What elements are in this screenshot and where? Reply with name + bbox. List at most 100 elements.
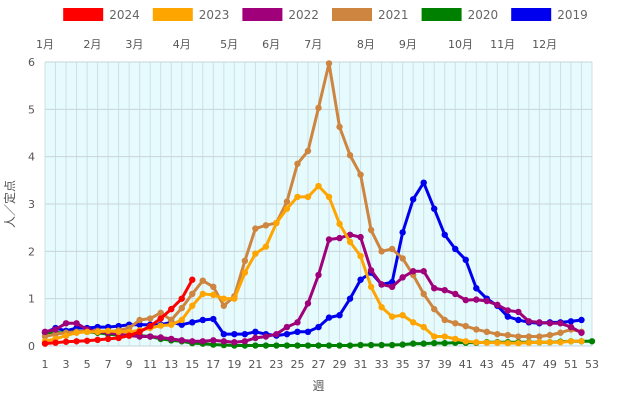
data-point[interactable] [252, 250, 259, 257]
data-point[interactable] [231, 339, 238, 346]
data-point[interactable] [231, 330, 238, 338]
data-point[interactable] [283, 198, 291, 205]
data-point[interactable] [294, 193, 301, 201]
data-point[interactable] [315, 182, 322, 190]
data-point[interactable] [504, 313, 512, 320]
data-point[interactable] [231, 295, 238, 302]
data-point[interactable] [220, 302, 228, 309]
data-point[interactable] [283, 342, 291, 349]
data-point[interactable] [399, 274, 406, 281]
data-point[interactable] [178, 295, 185, 302]
data-point[interactable] [388, 313, 396, 320]
data-point[interactable] [525, 339, 533, 346]
data-point[interactable] [136, 328, 143, 335]
data-point[interactable] [557, 329, 564, 336]
data-point[interactable] [294, 319, 301, 326]
data-point[interactable] [567, 318, 575, 325]
data-point[interactable] [452, 335, 459, 343]
data-point[interactable] [546, 320, 554, 327]
data-point[interactable] [494, 330, 501, 338]
data-point[interactable] [367, 267, 375, 274]
data-point[interactable] [262, 333, 270, 340]
data-point[interactable] [346, 295, 354, 302]
data-point[interactable] [304, 328, 312, 335]
data-point[interactable] [189, 302, 196, 309]
data-point[interactable] [157, 322, 164, 329]
data-point[interactable] [210, 315, 217, 323]
data-point[interactable] [494, 301, 501, 309]
data-point[interactable] [452, 290, 459, 298]
data-point[interactable] [146, 315, 154, 322]
data-point[interactable] [567, 338, 575, 345]
data-point[interactable] [241, 338, 249, 345]
data-point[interactable] [125, 332, 133, 339]
data-point[interactable] [441, 333, 448, 340]
data-point[interactable] [157, 315, 164, 322]
data-point[interactable] [367, 341, 375, 349]
data-point[interactable] [157, 309, 164, 317]
data-point[interactable] [262, 342, 270, 349]
data-point[interactable] [199, 277, 206, 284]
data-point[interactable] [157, 334, 164, 341]
data-point[interactable] [41, 333, 49, 340]
legend-item[interactable]: 2019 [511, 8, 588, 22]
data-point[interactable] [336, 342, 343, 349]
data-point[interactable] [283, 323, 291, 331]
data-point[interactable] [146, 322, 154, 330]
data-point[interactable] [346, 342, 354, 349]
data-point[interactable] [178, 337, 185, 344]
data-point[interactable] [62, 332, 70, 339]
data-point[interactable] [168, 335, 175, 343]
data-point[interactable] [420, 179, 427, 186]
data-point[interactable] [504, 331, 512, 339]
data-point[interactable] [483, 328, 491, 335]
data-point[interactable] [273, 342, 280, 349]
data-point[interactable] [420, 290, 427, 298]
data-point[interactable] [136, 321, 143, 328]
data-point[interactable] [515, 308, 522, 316]
data-point[interactable] [315, 323, 322, 331]
data-point[interactable] [283, 205, 291, 212]
data-point[interactable] [452, 320, 459, 327]
data-point[interactable] [525, 333, 533, 340]
data-point[interactable] [199, 290, 206, 298]
data-point[interactable] [294, 342, 301, 349]
data-point[interactable] [83, 337, 91, 344]
data-point[interactable] [315, 271, 322, 279]
data-point[interactable] [431, 333, 438, 340]
data-point[interactable] [41, 328, 49, 335]
data-point[interactable] [273, 219, 280, 227]
data-point[interactable] [546, 339, 554, 346]
data-point[interactable] [431, 285, 438, 292]
data-point[interactable] [178, 321, 185, 328]
data-point[interactable] [578, 316, 585, 324]
data-point[interactable] [431, 305, 438, 313]
data-point[interactable] [504, 339, 512, 347]
data-point[interactable] [588, 338, 596, 345]
data-point[interactable] [525, 318, 533, 325]
data-point[interactable] [431, 205, 438, 212]
data-point[interactable] [462, 338, 469, 345]
data-point[interactable] [399, 312, 406, 319]
data-point[interactable] [241, 257, 249, 264]
data-point[interactable] [189, 319, 196, 326]
data-point[interactable] [388, 245, 396, 253]
data-point[interactable] [252, 225, 259, 232]
data-point[interactable] [357, 233, 364, 241]
data-point[interactable] [178, 304, 185, 312]
data-point[interactable] [304, 147, 312, 155]
data-point[interactable] [441, 316, 448, 324]
data-point[interactable] [409, 196, 417, 203]
data-point[interactable] [210, 283, 217, 291]
data-point[interactable] [504, 307, 512, 314]
data-point[interactable] [420, 340, 427, 347]
data-point[interactable] [378, 341, 385, 349]
data-point[interactable] [409, 268, 417, 275]
data-point[interactable] [168, 316, 175, 324]
data-point[interactable] [252, 334, 259, 342]
data-point[interactable] [62, 338, 70, 345]
data-point[interactable] [262, 222, 270, 229]
data-point[interactable] [536, 319, 543, 326]
data-point[interactable] [515, 316, 522, 324]
data-point[interactable] [336, 312, 343, 319]
